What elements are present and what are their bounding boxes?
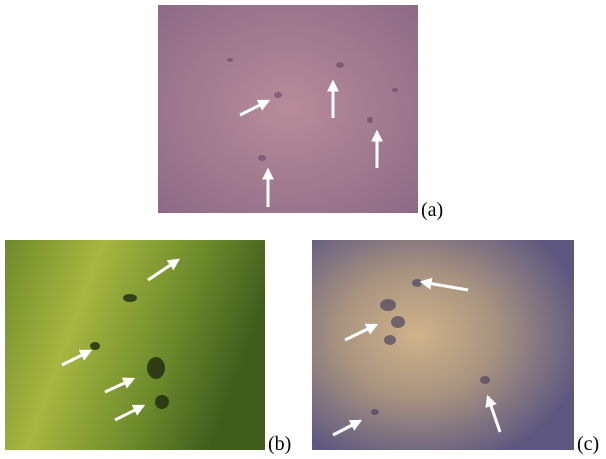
page: (a) (b) (c) (() => { const data = JSON.p… (0, 0, 606, 459)
panel-label: (b) (268, 433, 291, 455)
panel-label: (a) (421, 199, 443, 221)
image-b (5, 240, 265, 450)
image-a (158, 5, 418, 213)
figure: (a) (b) (c) (0, 0, 606, 459)
panel-a: (a) (158, 5, 443, 221)
panel-c: (c) (312, 240, 599, 455)
image-c (312, 240, 574, 450)
panel-b: (b) (5, 240, 291, 455)
panel-label: (c) (577, 433, 599, 455)
